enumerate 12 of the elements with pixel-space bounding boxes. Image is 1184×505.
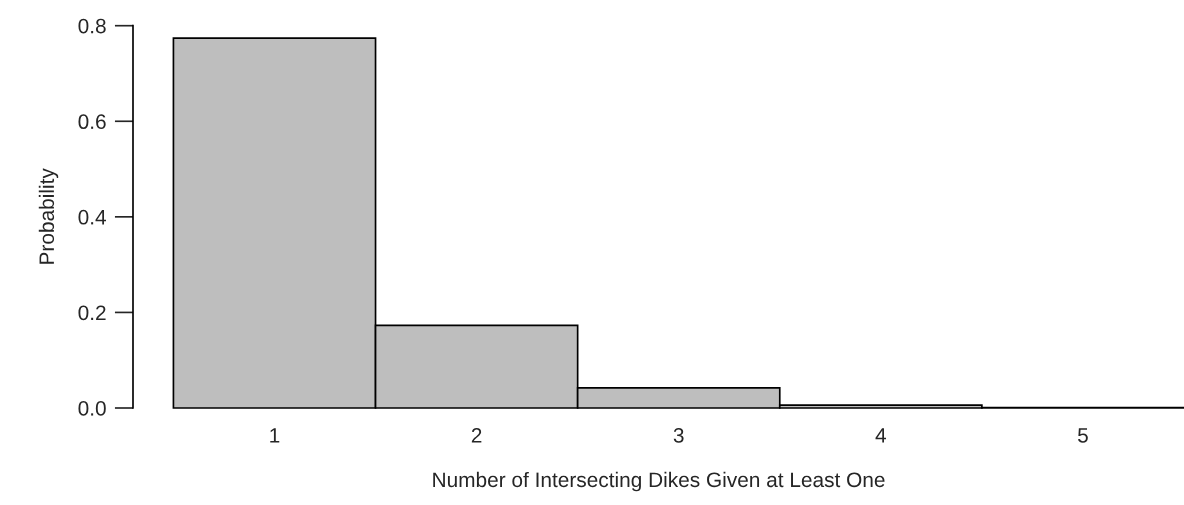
y-tick-label: 0.2 bbox=[78, 305, 106, 321]
x-tick-label: 1 bbox=[270, 428, 280, 443]
y-tick-label: 0.6 bbox=[78, 114, 106, 130]
x-tick-label: 4 bbox=[875, 428, 887, 443]
x-tick-label: 5 bbox=[1077, 428, 1088, 443]
y-axis-title: Probability bbox=[38, 168, 59, 264]
x-axis-title: Number of Intersecting Dikes Given at Least One bbox=[433, 471, 885, 492]
y-tick-label: 0.8 bbox=[78, 18, 106, 34]
x-tick-label: 2 bbox=[471, 427, 482, 443]
x-tick-label: 3 bbox=[673, 427, 684, 443]
y-tick-label: 0.4 bbox=[78, 209, 106, 225]
y-tick-label: 0.0 bbox=[78, 401, 106, 416]
